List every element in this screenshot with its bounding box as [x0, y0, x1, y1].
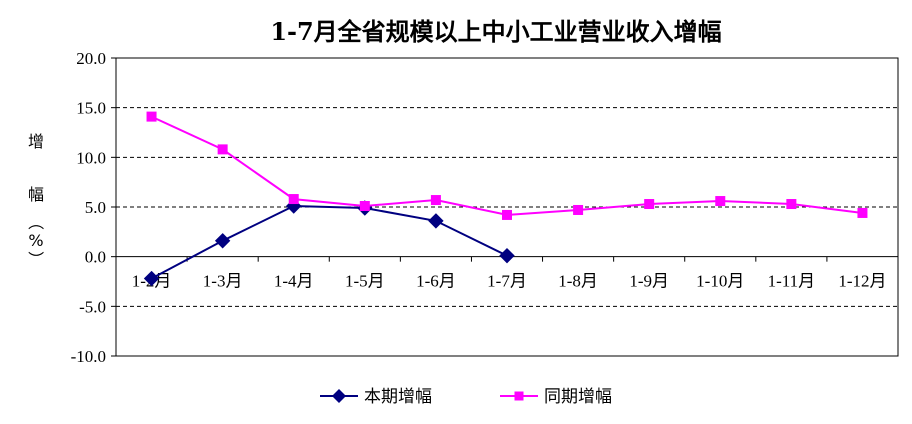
data-point: [499, 247, 515, 264]
legend-marker: [332, 389, 346, 403]
data-point: [359, 201, 370, 212]
y-tick-label: 5.0: [85, 198, 106, 217]
data-point: [573, 204, 584, 215]
y-axis-label-char: 幅: [28, 185, 44, 204]
y-tick-label: 20.0: [76, 49, 106, 68]
y-axis-label-char: 增: [28, 132, 44, 151]
plot-area: [115, 57, 899, 357]
x-tick-label: 1-11月: [768, 272, 816, 291]
data-point: [430, 195, 441, 206]
series-line: [151, 204, 508, 280]
data-point: [644, 199, 655, 210]
data-point: [428, 213, 444, 229]
y-axis-label-char: %: [28, 231, 43, 250]
data-point: [288, 194, 299, 205]
series-group: [143, 111, 868, 287]
y-axis-label: 增幅 （%）: [26, 132, 45, 267]
y-axis-label-char: （: [26, 214, 45, 230]
x-tick-label: 1-3月: [203, 272, 243, 291]
legend: 本期增幅 同期增幅: [320, 387, 612, 407]
data-point: [143, 270, 160, 287]
legend-marker: [514, 391, 524, 401]
y-tick-label: -5.0: [79, 297, 106, 316]
series-2: [146, 111, 868, 220]
legend-item: 同期增幅: [500, 387, 612, 407]
x-tick-label: 1-4月: [274, 272, 314, 291]
chart-title: 1-7月全省规模以上中小工业营业收入增幅: [270, 17, 721, 46]
data-point: [146, 111, 157, 122]
data-point: [715, 196, 726, 207]
x-tick-label: 1-8月: [558, 272, 598, 291]
y-axis-label-char: ）: [26, 251, 45, 267]
legend-item: 本期增幅: [320, 387, 432, 407]
data-point: [786, 199, 797, 210]
legend-label: 同期增幅: [544, 387, 612, 407]
gridlines: [116, 107, 898, 307]
legend-label: 本期增幅: [364, 387, 432, 407]
data-point: [217, 144, 228, 155]
data-point: [502, 209, 512, 220]
x-tick-label: 1-9月: [629, 272, 669, 291]
y-tick-label: 0.0: [85, 248, 106, 267]
y-tick-label: 15.0: [76, 99, 106, 118]
y-tick-labels: 20.0 15.0 10.0 5.0 0.0 -5.0 -10.0: [71, 49, 106, 366]
data-point: [214, 233, 231, 249]
x-tick-label: 1-12月: [838, 272, 886, 291]
y-tick-label: -10.0: [71, 347, 106, 366]
x-tick-label: 1-6月: [416, 272, 456, 291]
x-tick-labels: 1-2月1-3月1-4月1-5月1-6月1-7月1-8月1-9月1-10月1-1…: [132, 272, 887, 291]
x-tick-label: 1-10月: [696, 272, 744, 291]
data-point: [857, 207, 868, 218]
x-tick-label: 1-5月: [345, 272, 385, 291]
y-tick-label: 10.0: [76, 148, 106, 167]
x-tick-label: 1-7月: [487, 272, 527, 291]
